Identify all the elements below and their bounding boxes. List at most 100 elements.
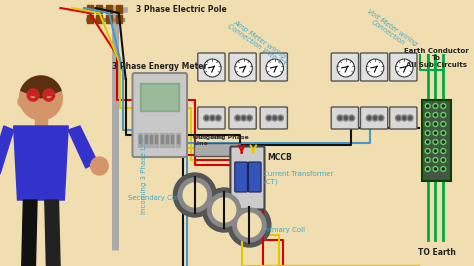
Circle shape — [204, 59, 221, 77]
FancyBboxPatch shape — [133, 73, 187, 157]
FancyBboxPatch shape — [198, 53, 225, 81]
FancyBboxPatch shape — [260, 53, 287, 81]
Bar — [171, 133, 174, 147]
Circle shape — [272, 115, 278, 121]
FancyBboxPatch shape — [260, 107, 287, 129]
Circle shape — [435, 141, 437, 143]
Bar — [161, 135, 163, 143]
Bar — [35, 116, 47, 126]
Bar — [172, 135, 173, 143]
Bar — [106, 15, 112, 23]
Circle shape — [215, 115, 221, 121]
Circle shape — [349, 115, 355, 121]
Bar — [106, 5, 112, 13]
Circle shape — [236, 117, 239, 119]
Circle shape — [205, 117, 208, 119]
Bar — [116, 5, 122, 13]
Bar — [165, 133, 169, 147]
Circle shape — [246, 115, 252, 121]
Text: Volt Meter wiring
Connection: Volt Meter wiring Connection — [362, 7, 418, 52]
Text: TO Earth: TO Earth — [418, 248, 456, 257]
Bar — [87, 5, 92, 13]
Circle shape — [266, 59, 283, 77]
Bar — [138, 133, 142, 147]
Circle shape — [338, 117, 341, 119]
FancyBboxPatch shape — [390, 107, 417, 129]
Text: 3 Phase Electric Pole: 3 Phase Electric Pole — [137, 5, 227, 14]
Circle shape — [183, 183, 207, 207]
Circle shape — [441, 157, 446, 163]
Bar — [160, 133, 164, 147]
Text: Outgoing Phase
Line: Outgoing Phase Line — [193, 135, 249, 146]
Circle shape — [204, 115, 210, 121]
Circle shape — [433, 157, 438, 163]
Circle shape — [278, 115, 283, 121]
FancyBboxPatch shape — [235, 162, 247, 192]
Circle shape — [401, 115, 407, 121]
Circle shape — [441, 139, 446, 144]
Circle shape — [403, 117, 406, 119]
Circle shape — [235, 59, 252, 77]
Circle shape — [441, 113, 446, 118]
Circle shape — [427, 150, 428, 152]
Circle shape — [380, 117, 383, 119]
Circle shape — [442, 105, 444, 107]
Circle shape — [235, 115, 241, 121]
Bar — [87, 15, 92, 23]
Circle shape — [442, 159, 444, 161]
Circle shape — [442, 150, 444, 152]
Text: Amp Meter wiring
Connection With CT: Amp Meter wiring Connection With CT — [226, 17, 291, 67]
Circle shape — [217, 117, 219, 119]
Text: MCCB: MCCB — [267, 153, 292, 163]
Circle shape — [395, 115, 401, 121]
Circle shape — [433, 148, 438, 153]
Bar — [166, 135, 168, 143]
Circle shape — [427, 141, 428, 143]
Circle shape — [442, 141, 444, 143]
Ellipse shape — [18, 98, 23, 106]
Bar — [145, 135, 146, 143]
FancyBboxPatch shape — [198, 107, 225, 129]
Circle shape — [442, 132, 444, 134]
FancyBboxPatch shape — [360, 107, 388, 129]
Circle shape — [178, 178, 211, 212]
Bar — [116, 15, 122, 23]
Circle shape — [407, 115, 413, 121]
Text: Secondary Coil: Secondary Coil — [128, 195, 180, 201]
Circle shape — [368, 117, 371, 119]
Circle shape — [208, 193, 241, 227]
Circle shape — [337, 115, 343, 121]
Circle shape — [233, 208, 266, 242]
Circle shape — [425, 139, 430, 144]
Circle shape — [203, 188, 246, 232]
Circle shape — [378, 115, 384, 121]
Circle shape — [425, 167, 430, 172]
Bar — [176, 133, 180, 147]
Circle shape — [267, 117, 270, 119]
Circle shape — [442, 123, 444, 125]
Circle shape — [442, 114, 444, 116]
Circle shape — [248, 117, 251, 119]
Circle shape — [395, 59, 413, 77]
Circle shape — [433, 167, 438, 172]
Circle shape — [441, 103, 446, 109]
Circle shape — [427, 168, 428, 170]
Circle shape — [435, 114, 437, 116]
Circle shape — [441, 131, 446, 135]
Circle shape — [433, 131, 438, 135]
Circle shape — [228, 203, 271, 247]
Circle shape — [441, 148, 446, 153]
Circle shape — [237, 213, 261, 237]
Circle shape — [435, 105, 437, 107]
Wedge shape — [21, 76, 61, 98]
Circle shape — [425, 131, 430, 135]
Text: Earth Conductor
To
All Sub Circuits: Earth Conductor To All Sub Circuits — [404, 48, 469, 68]
Circle shape — [427, 132, 428, 134]
Bar — [96, 5, 102, 13]
Circle shape — [442, 168, 444, 170]
Circle shape — [91, 157, 108, 175]
Circle shape — [433, 103, 438, 109]
FancyBboxPatch shape — [331, 107, 358, 129]
Circle shape — [409, 117, 411, 119]
Circle shape — [366, 115, 372, 121]
